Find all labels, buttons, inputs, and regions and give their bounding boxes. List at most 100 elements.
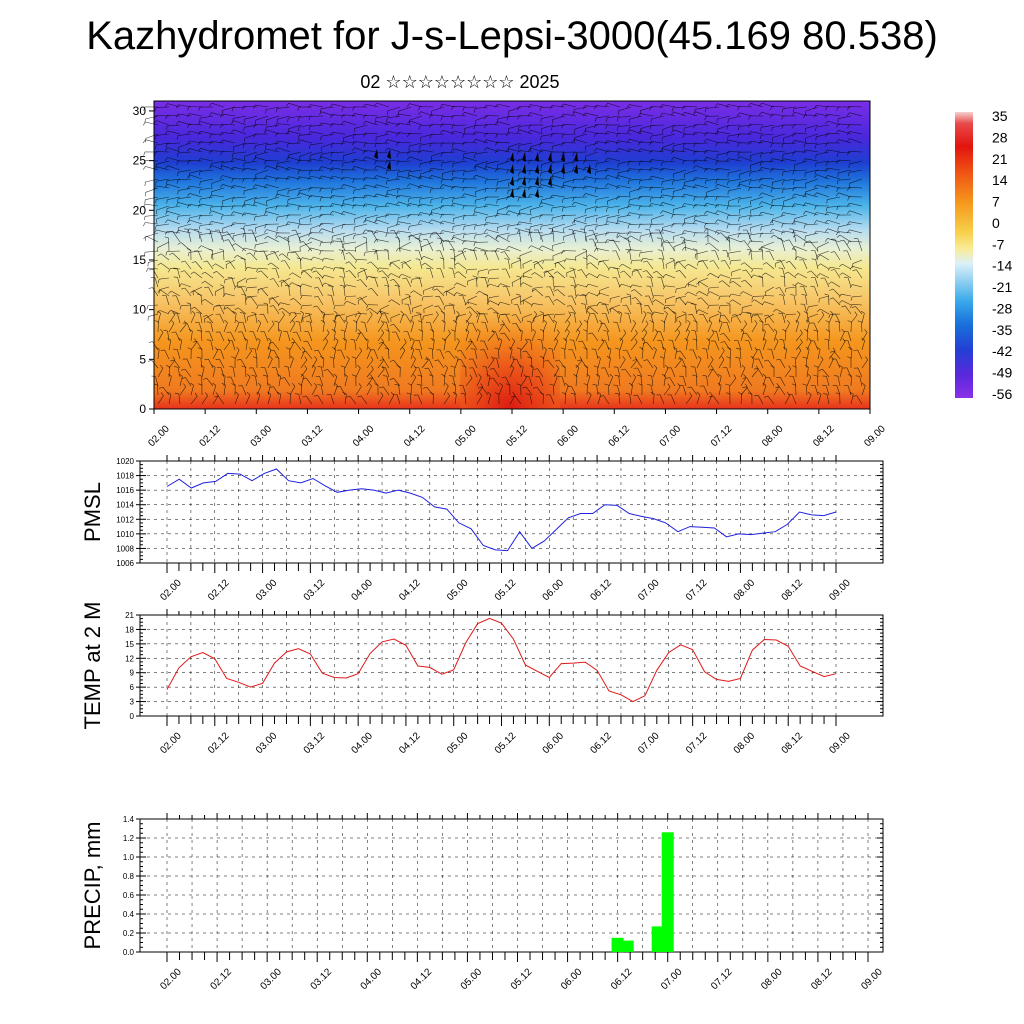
wind-barb-flag: [274, 320, 279, 323]
wind-barb-flag: [319, 197, 322, 202]
wind-barb: [772, 150, 786, 153]
wind-barb-flag: [220, 132, 223, 137]
wind-barb-flag: [454, 262, 459, 266]
wind-barb-flag: [553, 298, 558, 302]
wind-barb-flag: [759, 135, 762, 140]
wind-barb-flag: [408, 171, 410, 176]
wind-barb: [696, 375, 698, 387]
wind-barb: [706, 187, 720, 193]
wind-barb-flag: [815, 162, 817, 167]
wind-barb: [366, 385, 372, 396]
wind-barb-flag: [487, 278, 490, 283]
wind-barb-flag: [583, 383, 588, 386]
wind-barb-flag: [271, 320, 275, 325]
wind-barb-flag: [478, 386, 483, 389]
wind-barb-flag: [430, 199, 432, 204]
wind-barb: [277, 123, 291, 126]
wind-barb-flag: [245, 296, 248, 301]
wind-barb-flag: [808, 391, 812, 396]
wind-barb-flag: [566, 305, 571, 307]
wind-barb-flag: [351, 374, 356, 377]
wind-barb: [639, 160, 654, 163]
wind-barb-flag: [417, 374, 422, 377]
wind-barb-flag: [532, 386, 537, 389]
wind-barb: [178, 394, 181, 405]
wind-barb-flag: [704, 227, 708, 230]
xtick-label: 05.12: [493, 730, 519, 756]
wind-barb-flag: [693, 124, 696, 129]
wind-barb: [215, 286, 225, 293]
wind-barb-flag: [561, 134, 564, 139]
wind-barb-flag: [671, 196, 674, 201]
wind-barb: [324, 266, 335, 270]
wind-barb: [189, 250, 203, 253]
wind-barb-flag: [788, 365, 792, 370]
wind-barb: [146, 235, 159, 243]
wind-barb: [234, 349, 240, 360]
wind-barb-flag: [813, 113, 817, 118]
wind-barb-flag: [626, 129, 630, 134]
wind-barb: [298, 159, 313, 162]
wind-barb-flag: [284, 366, 289, 368]
wind-barb: [412, 304, 423, 309]
wind-barb-flag: [157, 310, 161, 314]
heatmap-xtick-label: 02.00: [146, 423, 172, 449]
wind-barb-flag: [551, 162, 553, 167]
wind-barb: [702, 260, 709, 270]
wind-barb-flag: [796, 310, 801, 315]
wind-barb: [497, 149, 511, 153]
wind-barb-flag: [168, 231, 173, 233]
wind-barb: [805, 295, 808, 306]
wind-barb: [630, 294, 632, 306]
ytick-label: 6: [130, 683, 135, 692]
wind-barb-flag: [651, 311, 655, 316]
wind-barb-flag: [792, 132, 795, 137]
wind-barb-flag: [727, 119, 729, 124]
wind-barb: [519, 205, 533, 211]
wind-barb-flag: [486, 300, 491, 304]
wind-barb: [794, 178, 808, 182]
wind-barb-flag: [234, 285, 237, 290]
wind-barb-flag: [570, 285, 575, 287]
wind-barb: [475, 211, 489, 216]
wind-barb: [201, 367, 205, 378]
wind-barb-flag: [717, 232, 722, 235]
wind-barb: [640, 141, 654, 144]
wind-barb-flag: [837, 172, 839, 177]
wind-barb: [366, 369, 374, 378]
wind-barb-flag: [428, 374, 433, 377]
wind-barb: [765, 313, 775, 319]
wind-barb: [784, 331, 787, 342]
wind-barb: [217, 395, 225, 405]
wind-barb: [836, 385, 841, 396]
wind-barb-flag: [784, 271, 789, 275]
wind-barb-flag: [333, 373, 337, 377]
wind-barb-flag: [450, 130, 454, 135]
wind-barb: [592, 230, 599, 243]
wind-barb-flag: [197, 293, 202, 296]
wind-barb-flag: [615, 347, 620, 350]
wind-barb-flag: [429, 189, 432, 194]
xtick-label: 02.00: [158, 577, 184, 603]
wind-barb-flag: [681, 239, 685, 244]
chart-title: Kazhydromet for J-s-Lepsi-3000(45.169 80…: [86, 14, 938, 58]
wind-barb-flag: [422, 316, 424, 321]
wind-barb: [761, 192, 775, 198]
wind-barb-flag: [169, 252, 173, 256]
wind-barb: [160, 253, 170, 261]
wind-barb-flag: [650, 391, 655, 395]
wind-barb: [520, 377, 527, 387]
wind-barb-flag: [638, 224, 641, 229]
wind-barb-flag: [725, 236, 730, 239]
wind-barb-flag: [586, 262, 591, 265]
wind-barb: [436, 288, 445, 297]
colorbar-label: 28: [992, 129, 1008, 145]
wind-barb: [266, 184, 280, 189]
wind-barb-flag: [431, 231, 436, 234]
wind-barb: [827, 149, 841, 153]
wind-barb: [201, 395, 208, 405]
wind-barb: [652, 332, 658, 342]
wind-barb-flag: [616, 233, 619, 238]
wind-barb: [200, 358, 203, 369]
